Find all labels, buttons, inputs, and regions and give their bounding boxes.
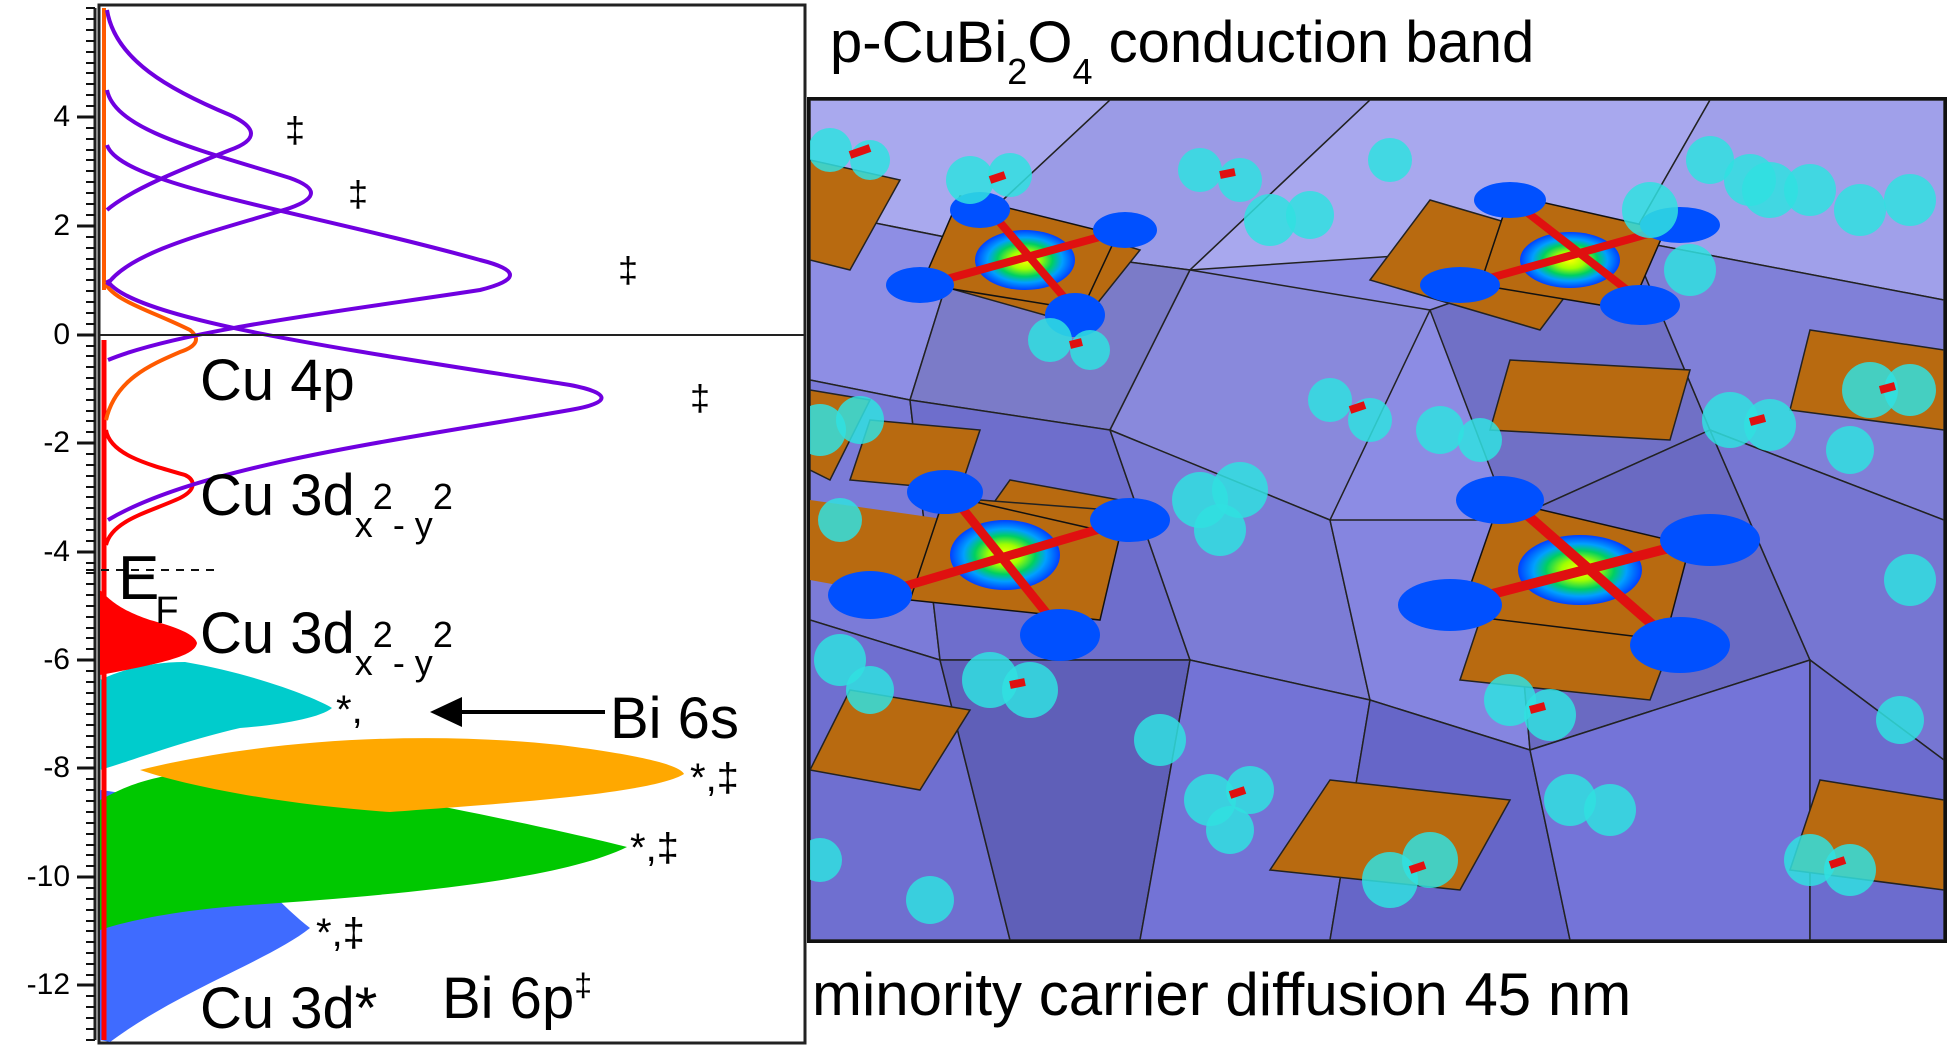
- title-o: O: [1027, 10, 1073, 75]
- dos-line-peak3: [105, 144, 512, 362]
- crystal-structure-image: [810, 100, 1944, 940]
- marker-star-dagger-blue: *,‡: [316, 911, 365, 955]
- cu-center-4: [1398, 476, 1760, 673]
- superscript-2-d: 2: [432, 614, 453, 655]
- label-cu3d-text-2: Cu 3d: [200, 601, 355, 666]
- marker-dagger-peak4: ‡: [690, 377, 711, 418]
- major-ticks: [77, 115, 95, 987]
- title-prefix: p-CuBi: [830, 10, 1008, 75]
- label-cu3d-unoccupied: Cu 3dx2- y2: [200, 467, 453, 543]
- bi6p-text: Bi 6p: [442, 966, 575, 1031]
- marker-dagger-peak3: ‡: [618, 249, 639, 290]
- subscript-x-2: x: [354, 642, 373, 683]
- label-cu4p: Cu 4p: [200, 348, 355, 413]
- marker-dagger-peak1: ‡: [285, 109, 306, 150]
- dos-fill-red: [100, 590, 197, 700]
- label-cu3d-text: Cu 3d: [200, 463, 355, 528]
- superscript-2-c: 2: [372, 614, 393, 655]
- label-bi6p: Bi 6p‡: [442, 967, 592, 1028]
- superscript-2b: 2: [432, 476, 453, 517]
- dos-line-cu4p: [102, 279, 198, 421]
- label-cu3d-star: Cu 3d*: [200, 976, 378, 1041]
- cu-center-1: [886, 192, 1157, 337]
- dos-line-peak1: [105, 9, 253, 212]
- y-tick-minus-4: -4: [43, 535, 70, 568]
- dos-fill-green: [100, 770, 627, 930]
- dos-line-peak4: [105, 278, 604, 522]
- title-sub-2: 2: [1007, 51, 1028, 92]
- superscript-2: 2: [372, 476, 393, 517]
- panel-title: p-CuBi2O4 conduction band: [830, 14, 1534, 90]
- label-bi6s: Bi 6s: [610, 686, 739, 751]
- plot-frame: [97, 3, 807, 1045]
- y-tick-minus-8: -8: [43, 751, 70, 784]
- ef-e: E: [118, 544, 160, 613]
- subscript-minus-y: - y: [392, 504, 433, 545]
- ef-subscript: F: [155, 590, 179, 632]
- dos-plot: [77, 3, 807, 1045]
- bi6p-superscript: ‡: [574, 967, 592, 1003]
- label-cu3d-occupied: Cu 3dx2- y2: [200, 605, 453, 681]
- dos-fill-cyan: [100, 662, 332, 770]
- panel-caption: minority carrier diffusion 45 nm: [812, 961, 1632, 1028]
- y-tick-4: 4: [53, 100, 70, 133]
- y-tick-0: 0: [53, 318, 70, 351]
- dos-fill-orange: [140, 738, 684, 812]
- y-tick-minus-10: -10: [26, 860, 70, 893]
- y-tick-minus-2: -2: [43, 426, 70, 459]
- arrow-left-icon: [430, 697, 462, 727]
- y-tick-minus-6: -6: [43, 643, 70, 676]
- title-suffix: conduction band: [1092, 10, 1535, 75]
- y-tick-minus-12: -12: [26, 968, 70, 1001]
- y-tick-2: 2: [53, 209, 70, 242]
- title-sub-4: 4: [1072, 51, 1093, 92]
- marker-star-comma-cyan: *,: [336, 688, 363, 732]
- marker-star-dagger-orange: *,‡: [690, 756, 739, 800]
- marker-dagger-peak2: ‡: [348, 173, 369, 214]
- cu-center-2: [1420, 182, 1720, 325]
- label-fermi-level: EF: [118, 548, 183, 631]
- crystal-structure-render: [807, 97, 1947, 943]
- dos-line-peak2: [105, 89, 313, 287]
- subscript-minus-y-2: - y: [392, 642, 433, 683]
- minor-ticks: [86, 7, 95, 1041]
- subscript-x: x: [354, 504, 373, 545]
- marker-star-dagger-green: *,‡: [630, 826, 679, 870]
